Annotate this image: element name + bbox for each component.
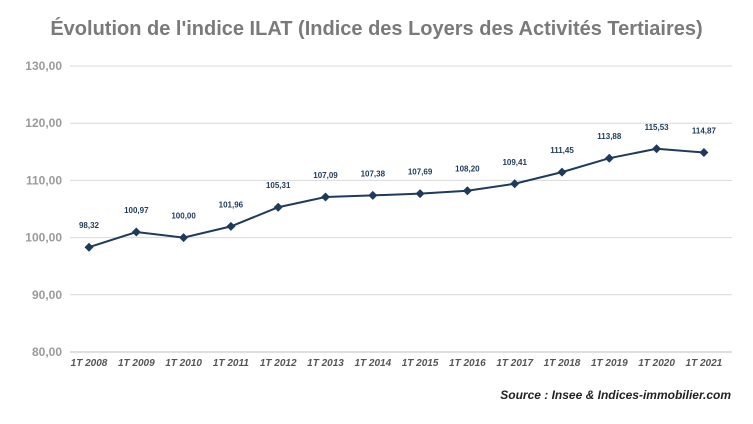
x-tick-label: 1T 2009 [118,358,155,369]
data-point-marker [226,221,236,231]
data-point-marker [131,227,141,237]
x-tick-label: 1T 2013 [307,358,344,369]
data-point-marker [699,148,709,158]
data-label: 98,32 [79,221,100,230]
x-tick-label: 1T 2015 [402,358,439,369]
data-labels-group: 98,32 100,97 100,00 101,96 105,31 107,09 107,3… [79,123,716,230]
chart-title: Évolution de l'indice ILAT (Indice des L… [50,18,703,40]
data-point-marker [321,192,330,202]
data-point-marker [557,167,567,177]
x-tick-label: 1T 2017 [496,358,533,369]
data-label: 108,20 [455,165,480,174]
data-label: 115,53 [645,123,670,132]
gridlines [70,65,732,353]
data-label: 101,96 [219,200,244,209]
x-tick-label: 1T 2008 [71,358,108,369]
y-tick-label: 80,00 [32,345,62,359]
x-tick-label: 1T 2018 [544,358,581,369]
series-line-group [88,147,704,249]
data-label: 113,88 [597,132,622,141]
data-point-marker [510,179,520,189]
data-label: 111,45 [550,146,574,155]
data-label: 100,97 [124,206,149,215]
data-label: 114,87 [692,127,717,136]
y-tick-label: 130,00 [25,59,62,73]
y-tick-label: 90,00 [32,288,62,302]
data-label: 105,31 [266,181,291,190]
data-point-marker [84,242,94,252]
x-tick-label: 1T 2020 [638,358,675,369]
x-axis-ticks: 1T 2008 1T 2009 1T 2010 1T 2011 1T 2012 1T 20… [71,358,723,369]
y-tick-label: 100,00 [25,231,62,245]
x-tick-label: 1T 2014 [354,358,391,369]
data-label: 109,41 [502,158,527,167]
series-line [88,147,704,249]
x-tick-label: 1T 2021 [686,358,723,369]
data-label: 107,09 [313,171,338,180]
data-label: 107,38 [361,169,386,178]
data-point-marker [462,186,472,196]
data-point-marker [652,144,662,154]
y-tick-label: 120,00 [25,116,62,130]
data-point-marker [604,153,614,163]
x-tick-label: 1T 2019 [591,358,628,369]
data-label: 100,00 [171,212,196,221]
data-point-marker [415,189,425,199]
x-tick-label: 1T 2016 [449,358,486,369]
y-tick-label: 110,00 [26,173,62,187]
x-tick-label: 1T 2010 [165,358,202,369]
x-tick-label: 1T 2012 [260,358,297,369]
markers-group [84,144,709,252]
x-tick-label: 1T 2011 [213,358,249,369]
data-label: 107,69 [408,168,433,177]
data-point-marker [368,190,378,200]
y-axis-ticks: 80,00 90,00 100,00 110,00 120,00 130,00 [25,59,62,359]
data-point-marker [273,202,283,212]
source-note: Source : Insee & Indices-immobilier.com [500,388,731,402]
data-point-marker [179,233,189,243]
